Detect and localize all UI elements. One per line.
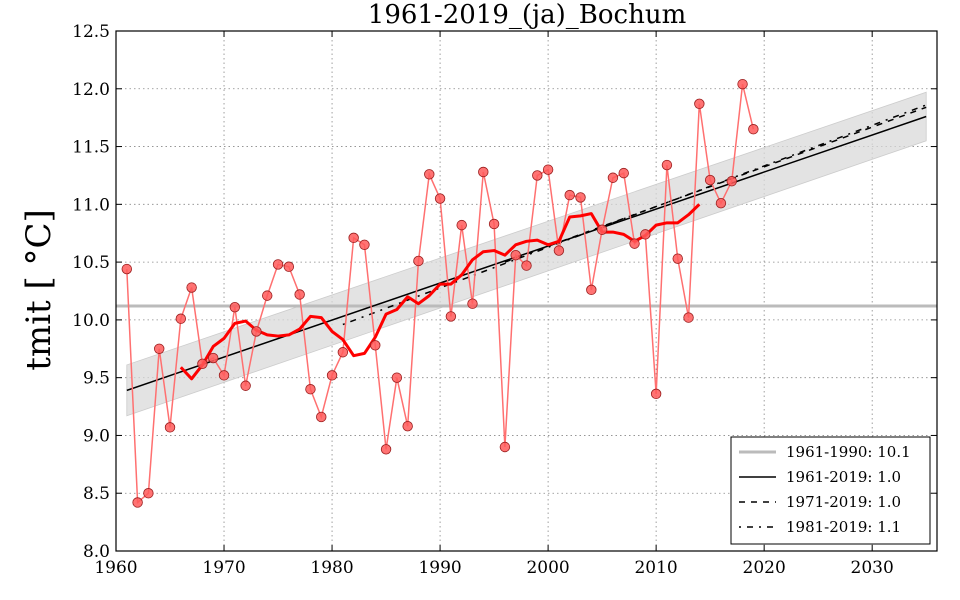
data-point xyxy=(618,167,629,179)
y-tick-label: 11.0 xyxy=(72,195,110,215)
data-point xyxy=(694,98,705,110)
data-point xyxy=(186,282,197,293)
data-point xyxy=(272,259,284,270)
data-point xyxy=(553,245,565,256)
data-point xyxy=(575,192,586,203)
x-tick-label: 2030 xyxy=(851,558,894,578)
data-point xyxy=(650,388,662,400)
data-point xyxy=(380,444,392,455)
data-point xyxy=(629,238,640,249)
data-point xyxy=(229,301,241,313)
trend-line-0 xyxy=(126,115,927,392)
y-axis-label: tmit [ °C] xyxy=(19,209,59,371)
data-point xyxy=(521,260,532,271)
legend-box xyxy=(730,436,931,545)
data-point xyxy=(326,370,338,381)
data-point xyxy=(413,255,424,267)
moving-average-line xyxy=(179,203,701,381)
data-point xyxy=(251,326,262,337)
data-point xyxy=(208,352,219,364)
x-tick-label: 1990 xyxy=(418,558,461,578)
data-point xyxy=(175,313,187,324)
y-tick-label: 12.5 xyxy=(72,22,110,42)
data-point xyxy=(305,384,316,395)
data-point xyxy=(262,290,273,301)
data-point xyxy=(359,239,370,250)
legend-label: 1981-2019: 1.1 xyxy=(786,518,901,536)
x-tick-label: 2000 xyxy=(526,558,569,578)
trend-lines-layer xyxy=(126,104,927,392)
data-point xyxy=(661,159,673,171)
data-point xyxy=(640,229,651,240)
x-tick-label: 1970 xyxy=(202,558,245,578)
data-point xyxy=(316,411,327,423)
plot-frame xyxy=(115,30,938,552)
data-point xyxy=(607,172,619,183)
data-point xyxy=(704,174,716,186)
data-point xyxy=(121,263,133,275)
tick-layer: 1960 1970 1980 1990 2000 2010 2020 2030 8.0 8.5 9.… xyxy=(72,22,937,578)
data-point xyxy=(283,261,295,272)
x-tick-label: 1980 xyxy=(310,558,353,578)
y-tick-label: 12.0 xyxy=(72,80,110,100)
data-point xyxy=(391,372,403,383)
data-point xyxy=(737,78,748,90)
data-point xyxy=(164,422,176,433)
data-point xyxy=(478,166,489,178)
data-point xyxy=(726,176,737,187)
legend-label: 1961-2019: 1.0 xyxy=(786,468,901,486)
data-point xyxy=(154,343,165,354)
y-tick-label: 11.5 xyxy=(72,138,110,158)
data-point xyxy=(510,249,521,261)
data-point xyxy=(348,232,359,244)
data-point xyxy=(499,441,511,453)
data-point xyxy=(596,224,608,235)
data-point xyxy=(488,218,500,230)
data-point xyxy=(218,370,230,381)
legend: 1961-1990: 10.1 1961-2019: 1.0 1971-2019: … xyxy=(730,436,931,545)
data-point xyxy=(445,311,457,322)
x-tick-label: 1960 xyxy=(94,558,137,578)
data-point xyxy=(402,421,413,432)
data-point xyxy=(337,347,349,358)
legend-label: 1971-2019: 1.0 xyxy=(786,493,901,511)
data-point xyxy=(586,284,597,296)
data-point xyxy=(456,219,467,231)
data-point xyxy=(715,197,727,209)
y-tick-label: 8.5 xyxy=(83,484,110,504)
chart-title: 1961-2019_(ja)_Bochum xyxy=(368,0,686,30)
data-point xyxy=(532,170,543,181)
y-tick-label: 10.5 xyxy=(72,253,110,273)
data-point xyxy=(132,497,143,508)
data-point xyxy=(672,253,683,264)
data-point xyxy=(683,312,694,323)
data-point xyxy=(294,289,305,300)
data-point xyxy=(564,189,575,201)
legend-label: 1961-1990: 10.1 xyxy=(786,443,911,461)
x-tick-label: 2020 xyxy=(743,558,786,578)
data-point xyxy=(240,380,251,391)
data-point xyxy=(748,124,759,135)
x-tick-label: 2010 xyxy=(634,558,677,578)
data-point xyxy=(434,193,446,204)
y-tick-label: 9.0 xyxy=(83,426,110,446)
data-point xyxy=(143,488,154,499)
series-layer xyxy=(121,78,759,508)
y-tick-label: 9.5 xyxy=(83,369,110,389)
y-tick-label: 8.0 xyxy=(83,542,110,562)
trend-line-2 xyxy=(342,104,927,326)
data-point xyxy=(370,340,381,351)
data-point xyxy=(467,298,478,309)
y-tick-label: 10.0 xyxy=(72,311,110,331)
data-point xyxy=(424,169,435,180)
data-point xyxy=(542,164,554,175)
data-point xyxy=(197,358,208,370)
